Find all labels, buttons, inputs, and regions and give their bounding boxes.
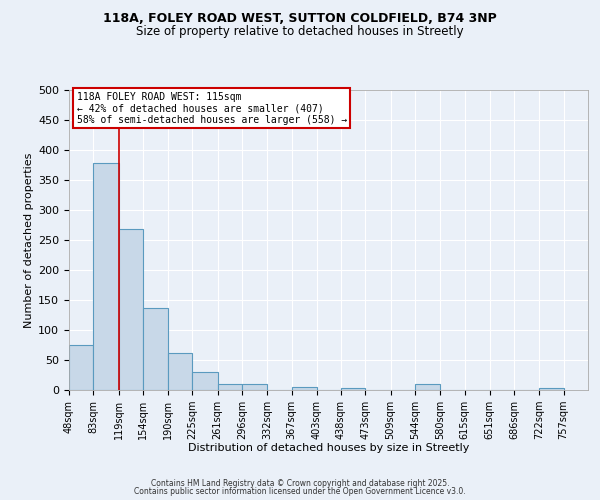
Bar <box>94 163 119 390</box>
Text: Contains public sector information licensed under the Open Government Licence v3: Contains public sector information licen… <box>134 487 466 496</box>
Text: Contains HM Land Registry data © Crown copyright and database right 2025.: Contains HM Land Registry data © Crown c… <box>151 478 449 488</box>
Text: Size of property relative to detached houses in Streetly: Size of property relative to detached ho… <box>136 25 464 38</box>
Bar <box>193 372 218 390</box>
Bar <box>119 229 143 390</box>
X-axis label: Distribution of detached houses by size in Streetly: Distribution of detached houses by size … <box>188 444 469 454</box>
Bar <box>168 354 193 390</box>
Bar <box>539 388 563 390</box>
Bar <box>292 387 317 390</box>
Bar <box>143 308 168 390</box>
Text: 118A FOLEY ROAD WEST: 115sqm
← 42% of detached houses are smaller (407)
58% of s: 118A FOLEY ROAD WEST: 115sqm ← 42% of de… <box>77 92 347 124</box>
Bar <box>242 384 267 390</box>
Bar <box>218 384 242 390</box>
Bar <box>341 388 365 390</box>
Bar <box>415 384 440 390</box>
Bar <box>69 345 94 390</box>
Y-axis label: Number of detached properties: Number of detached properties <box>24 152 34 328</box>
Text: 118A, FOLEY ROAD WEST, SUTTON COLDFIELD, B74 3NP: 118A, FOLEY ROAD WEST, SUTTON COLDFIELD,… <box>103 12 497 26</box>
